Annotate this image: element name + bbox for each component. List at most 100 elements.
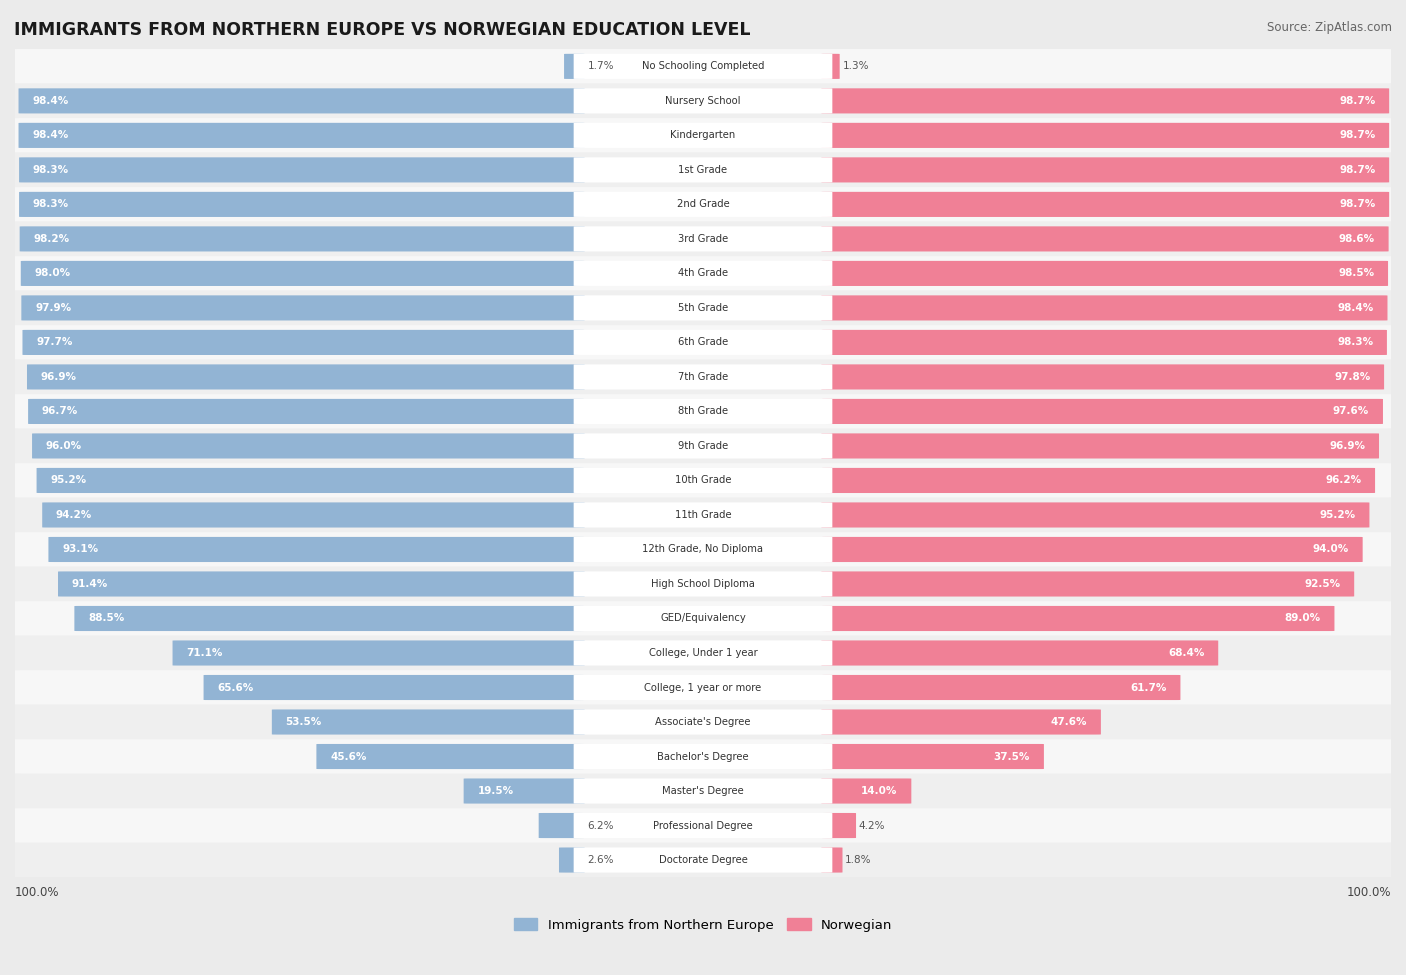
- Text: 3rd Grade: 3rd Grade: [678, 234, 728, 244]
- Text: 9th Grade: 9th Grade: [678, 441, 728, 451]
- FancyBboxPatch shape: [821, 502, 1369, 527]
- FancyBboxPatch shape: [821, 365, 1384, 389]
- Text: 98.3%: 98.3%: [1337, 337, 1374, 347]
- Text: 12th Grade, No Diploma: 12th Grade, No Diploma: [643, 544, 763, 555]
- Text: 2.6%: 2.6%: [588, 855, 614, 865]
- Text: 53.5%: 53.5%: [285, 717, 322, 727]
- FancyBboxPatch shape: [22, 330, 585, 355]
- FancyBboxPatch shape: [13, 774, 1393, 808]
- FancyBboxPatch shape: [271, 710, 585, 734]
- FancyBboxPatch shape: [574, 502, 832, 527]
- FancyBboxPatch shape: [28, 399, 585, 424]
- FancyBboxPatch shape: [13, 325, 1393, 360]
- Text: 1.8%: 1.8%: [845, 855, 872, 865]
- FancyBboxPatch shape: [37, 468, 585, 493]
- FancyBboxPatch shape: [821, 641, 1218, 666]
- FancyBboxPatch shape: [574, 744, 832, 769]
- FancyBboxPatch shape: [821, 778, 911, 803]
- Text: College, Under 1 year: College, Under 1 year: [648, 648, 758, 658]
- FancyBboxPatch shape: [821, 468, 1375, 493]
- Text: 93.1%: 93.1%: [62, 544, 98, 555]
- Text: 10th Grade: 10th Grade: [675, 476, 731, 486]
- FancyBboxPatch shape: [821, 710, 1101, 734]
- FancyBboxPatch shape: [821, 261, 1388, 286]
- Text: High School Diploma: High School Diploma: [651, 579, 755, 589]
- Text: 95.2%: 95.2%: [51, 476, 86, 486]
- FancyBboxPatch shape: [464, 778, 585, 803]
- FancyBboxPatch shape: [13, 84, 1393, 118]
- Text: 92.5%: 92.5%: [1305, 579, 1340, 589]
- FancyBboxPatch shape: [574, 537, 832, 562]
- FancyBboxPatch shape: [821, 434, 1379, 458]
- FancyBboxPatch shape: [13, 705, 1393, 739]
- Text: 98.0%: 98.0%: [35, 268, 70, 279]
- FancyBboxPatch shape: [574, 847, 832, 873]
- FancyBboxPatch shape: [574, 261, 832, 286]
- FancyBboxPatch shape: [574, 813, 832, 838]
- FancyBboxPatch shape: [564, 54, 585, 79]
- FancyBboxPatch shape: [821, 744, 1043, 769]
- Text: 89.0%: 89.0%: [1285, 613, 1320, 623]
- FancyBboxPatch shape: [574, 605, 832, 631]
- Text: 96.7%: 96.7%: [42, 407, 79, 416]
- Text: 98.3%: 98.3%: [32, 165, 69, 175]
- FancyBboxPatch shape: [20, 226, 585, 252]
- FancyBboxPatch shape: [821, 537, 1362, 562]
- FancyBboxPatch shape: [821, 813, 856, 838]
- FancyBboxPatch shape: [13, 152, 1393, 187]
- FancyBboxPatch shape: [27, 365, 585, 389]
- FancyBboxPatch shape: [821, 192, 1389, 217]
- FancyBboxPatch shape: [18, 89, 585, 113]
- Text: 47.6%: 47.6%: [1050, 717, 1087, 727]
- Text: Bachelor's Degree: Bachelor's Degree: [657, 752, 749, 761]
- Text: 91.4%: 91.4%: [72, 579, 108, 589]
- FancyBboxPatch shape: [574, 571, 832, 597]
- Text: 98.7%: 98.7%: [1339, 200, 1375, 210]
- Text: 4.2%: 4.2%: [859, 821, 886, 831]
- Text: 100.0%: 100.0%: [15, 886, 59, 899]
- Text: No Schooling Completed: No Schooling Completed: [641, 61, 765, 71]
- FancyBboxPatch shape: [13, 429, 1393, 463]
- Text: 5th Grade: 5th Grade: [678, 303, 728, 313]
- Text: 1st Grade: 1st Grade: [679, 165, 727, 175]
- Text: 88.5%: 88.5%: [89, 613, 124, 623]
- FancyBboxPatch shape: [13, 497, 1393, 532]
- Text: 98.3%: 98.3%: [32, 200, 69, 210]
- Text: 94.0%: 94.0%: [1313, 544, 1348, 555]
- FancyBboxPatch shape: [574, 365, 832, 389]
- Text: 68.4%: 68.4%: [1168, 648, 1205, 658]
- FancyBboxPatch shape: [21, 295, 585, 321]
- Text: Master's Degree: Master's Degree: [662, 786, 744, 796]
- Text: 96.2%: 96.2%: [1326, 476, 1361, 486]
- Text: 1.3%: 1.3%: [842, 61, 869, 71]
- FancyBboxPatch shape: [75, 605, 585, 631]
- FancyBboxPatch shape: [42, 502, 585, 527]
- FancyBboxPatch shape: [13, 636, 1393, 671]
- FancyBboxPatch shape: [20, 157, 585, 182]
- Text: 7th Grade: 7th Grade: [678, 371, 728, 382]
- Text: IMMIGRANTS FROM NORTHERN EUROPE VS NORWEGIAN EDUCATION LEVEL: IMMIGRANTS FROM NORTHERN EUROPE VS NORWE…: [14, 21, 751, 39]
- FancyBboxPatch shape: [574, 434, 832, 458]
- FancyBboxPatch shape: [821, 605, 1334, 631]
- FancyBboxPatch shape: [574, 295, 832, 321]
- Text: 45.6%: 45.6%: [330, 752, 367, 761]
- FancyBboxPatch shape: [13, 394, 1393, 429]
- FancyBboxPatch shape: [13, 256, 1393, 291]
- Text: 6th Grade: 6th Grade: [678, 337, 728, 347]
- FancyBboxPatch shape: [821, 571, 1354, 597]
- FancyBboxPatch shape: [821, 89, 1389, 113]
- Text: 19.5%: 19.5%: [478, 786, 513, 796]
- FancyBboxPatch shape: [13, 532, 1393, 566]
- FancyBboxPatch shape: [574, 89, 832, 113]
- Text: 6.2%: 6.2%: [588, 821, 614, 831]
- Text: 94.2%: 94.2%: [56, 510, 93, 520]
- Text: 98.7%: 98.7%: [1339, 165, 1375, 175]
- FancyBboxPatch shape: [821, 330, 1386, 355]
- Text: 61.7%: 61.7%: [1130, 682, 1167, 692]
- FancyBboxPatch shape: [58, 571, 585, 597]
- Text: 4th Grade: 4th Grade: [678, 268, 728, 279]
- FancyBboxPatch shape: [13, 118, 1393, 153]
- FancyBboxPatch shape: [13, 602, 1393, 636]
- Text: 97.6%: 97.6%: [1333, 407, 1369, 416]
- FancyBboxPatch shape: [204, 675, 585, 700]
